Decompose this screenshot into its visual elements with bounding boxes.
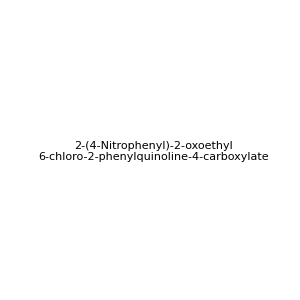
Text: 2-(4-Nitrophenyl)-2-oxoethyl 6-chloro-2-phenylquinoline-4-carboxylate: 2-(4-Nitrophenyl)-2-oxoethyl 6-chloro-2-… <box>38 141 269 162</box>
